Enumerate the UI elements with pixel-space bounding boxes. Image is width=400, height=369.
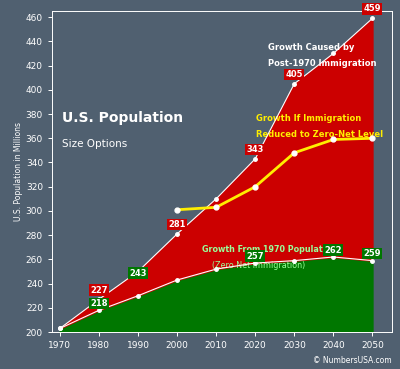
Text: Reduced to Zero-Net Level: Reduced to Zero-Net Level <box>256 130 383 139</box>
Text: Growth If Immigration: Growth If Immigration <box>256 114 361 123</box>
Text: 262: 262 <box>324 245 342 255</box>
Text: 257: 257 <box>246 252 264 261</box>
Text: 343: 343 <box>246 145 264 154</box>
Text: 227: 227 <box>90 286 108 294</box>
Text: Size Options: Size Options <box>62 139 128 149</box>
Text: 405: 405 <box>286 70 303 79</box>
Text: 243: 243 <box>129 269 147 277</box>
Text: 459: 459 <box>364 4 381 14</box>
Text: 259: 259 <box>364 249 381 258</box>
Text: U.S. Population: U.S. Population <box>62 111 183 125</box>
Text: Growth Caused by: Growth Caused by <box>268 43 354 52</box>
Text: (Zero Net Immigration): (Zero Net Immigration) <box>212 262 305 270</box>
Y-axis label: U.S. Population in Millions: U.S. Population in Millions <box>14 122 23 221</box>
Text: 281: 281 <box>168 220 186 229</box>
Text: 218: 218 <box>90 299 108 308</box>
Text: Growth From 1970 Population: Growth From 1970 Population <box>202 245 336 254</box>
Text: Post-1970 Immigration: Post-1970 Immigration <box>268 59 376 68</box>
Text: © NumbersUSA.com: © NumbersUSA.com <box>313 356 392 365</box>
